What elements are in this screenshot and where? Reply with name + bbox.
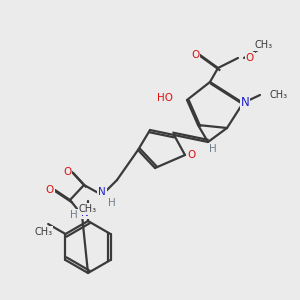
Text: O: O — [191, 50, 199, 60]
Text: CH₃: CH₃ — [79, 204, 97, 214]
Text: HO: HO — [157, 93, 173, 103]
Text: CH₃: CH₃ — [270, 90, 288, 100]
Text: N: N — [81, 208, 89, 218]
Text: O: O — [188, 150, 196, 160]
Text: H: H — [108, 198, 116, 208]
Text: CH₃: CH₃ — [255, 40, 273, 50]
Text: H: H — [209, 144, 217, 154]
Text: N: N — [241, 97, 249, 110]
Text: N: N — [98, 187, 106, 197]
Text: O: O — [246, 53, 254, 63]
Text: O: O — [63, 167, 71, 177]
Text: H: H — [70, 210, 78, 220]
Text: CH₃: CH₃ — [34, 227, 52, 237]
Text: O: O — [46, 185, 54, 195]
